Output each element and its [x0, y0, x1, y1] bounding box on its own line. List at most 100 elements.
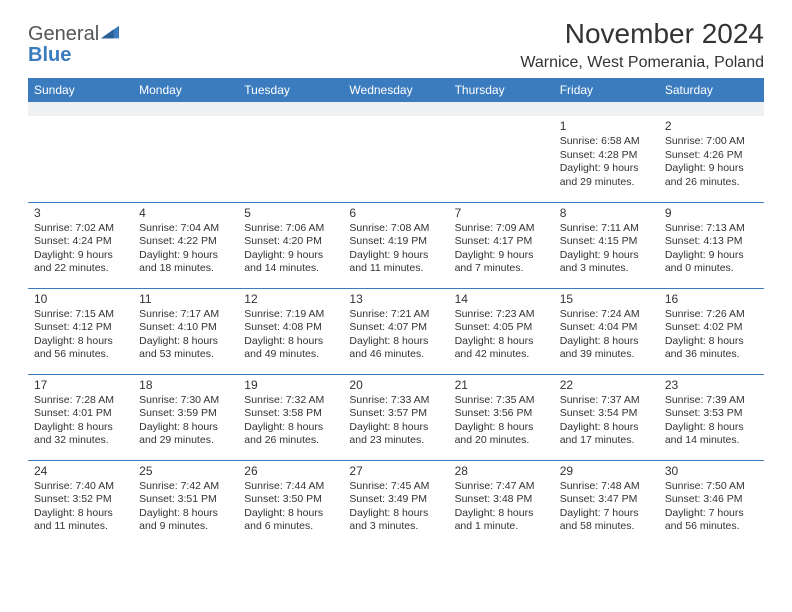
weekday-header: Friday	[554, 78, 659, 102]
daylight-line: Daylight: 9 hours and 0 minutes.	[665, 249, 758, 276]
sunrise-line: Sunrise: 7:19 AM	[244, 308, 337, 321]
sunset-line: Sunset: 3:50 PM	[244, 493, 337, 506]
daylight-line: Daylight: 8 hours and 9 minutes.	[139, 507, 232, 534]
daylight-line: Daylight: 9 hours and 7 minutes.	[455, 249, 548, 276]
calendar-empty-cell	[133, 116, 238, 202]
calendar-day-cell: 5Sunrise: 7:06 AMSunset: 4:20 PMDaylight…	[238, 202, 343, 288]
daylight-line: Daylight: 8 hours and 29 minutes.	[139, 421, 232, 448]
sunrise-line: Sunrise: 7:08 AM	[349, 222, 442, 235]
sunrise-line: Sunrise: 7:11 AM	[560, 222, 653, 235]
sunrise-line: Sunrise: 7:15 AM	[34, 308, 127, 321]
sunrise-line: Sunrise: 7:32 AM	[244, 394, 337, 407]
sunset-line: Sunset: 4:02 PM	[665, 321, 758, 334]
sunrise-line: Sunrise: 7:26 AM	[665, 308, 758, 321]
sunrise-line: Sunrise: 7:50 AM	[665, 480, 758, 493]
sunset-line: Sunset: 3:52 PM	[34, 493, 127, 506]
daylight-line: Daylight: 8 hours and 36 minutes.	[665, 335, 758, 362]
calendar-day-cell: 19Sunrise: 7:32 AMSunset: 3:58 PMDayligh…	[238, 374, 343, 460]
brand-logo: General Blue	[28, 18, 119, 66]
calendar-day-cell: 13Sunrise: 7:21 AMSunset: 4:07 PMDayligh…	[343, 288, 448, 374]
day-number: 23	[665, 378, 758, 393]
day-number: 17	[34, 378, 127, 393]
calendar-week-row: 17Sunrise: 7:28 AMSunset: 4:01 PMDayligh…	[28, 374, 764, 460]
calendar-week-row: 3Sunrise: 7:02 AMSunset: 4:24 PMDaylight…	[28, 202, 764, 288]
sunrise-line: Sunrise: 7:00 AM	[665, 135, 758, 148]
calendar-day-cell: 30Sunrise: 7:50 AMSunset: 3:46 PMDayligh…	[659, 460, 764, 546]
calendar-day-cell: 28Sunrise: 7:47 AMSunset: 3:48 PMDayligh…	[449, 460, 554, 546]
day-number: 22	[560, 378, 653, 393]
day-number: 24	[34, 464, 127, 479]
day-number: 30	[665, 464, 758, 479]
calendar-day-cell: 21Sunrise: 7:35 AMSunset: 3:56 PMDayligh…	[449, 374, 554, 460]
sunrise-line: Sunrise: 6:58 AM	[560, 135, 653, 148]
daylight-line: Daylight: 8 hours and 53 minutes.	[139, 335, 232, 362]
sunrise-line: Sunrise: 7:09 AM	[455, 222, 548, 235]
weekday-header: Thursday	[449, 78, 554, 102]
day-number: 12	[244, 292, 337, 307]
daylight-line: Daylight: 8 hours and 46 minutes.	[349, 335, 442, 362]
calendar-empty-cell	[343, 116, 448, 202]
sunset-line: Sunset: 4:19 PM	[349, 235, 442, 248]
sunrise-line: Sunrise: 7:44 AM	[244, 480, 337, 493]
calendar-day-cell: 15Sunrise: 7:24 AMSunset: 4:04 PMDayligh…	[554, 288, 659, 374]
calendar-day-cell: 8Sunrise: 7:11 AMSunset: 4:15 PMDaylight…	[554, 202, 659, 288]
day-number: 10	[34, 292, 127, 307]
weekday-header: Wednesday	[343, 78, 448, 102]
sunset-line: Sunset: 4:01 PM	[34, 407, 127, 420]
sunset-line: Sunset: 3:48 PM	[455, 493, 548, 506]
day-number: 15	[560, 292, 653, 307]
calendar-day-cell: 20Sunrise: 7:33 AMSunset: 3:57 PMDayligh…	[343, 374, 448, 460]
brand-line2: Blue	[28, 44, 71, 66]
day-number: 5	[244, 206, 337, 221]
daylight-line: Daylight: 8 hours and 56 minutes.	[34, 335, 127, 362]
calendar-day-cell: 26Sunrise: 7:44 AMSunset: 3:50 PMDayligh…	[238, 460, 343, 546]
daylight-line: Daylight: 8 hours and 3 minutes.	[349, 507, 442, 534]
sunset-line: Sunset: 3:58 PM	[244, 407, 337, 420]
sunrise-line: Sunrise: 7:33 AM	[349, 394, 442, 407]
calendar-day-cell: 3Sunrise: 7:02 AMSunset: 4:24 PMDaylight…	[28, 202, 133, 288]
sunset-line: Sunset: 3:56 PM	[455, 407, 548, 420]
calendar-day-cell: 16Sunrise: 7:26 AMSunset: 4:02 PMDayligh…	[659, 288, 764, 374]
calendar-day-cell: 22Sunrise: 7:37 AMSunset: 3:54 PMDayligh…	[554, 374, 659, 460]
sunrise-line: Sunrise: 7:24 AM	[560, 308, 653, 321]
sunset-line: Sunset: 3:51 PM	[139, 493, 232, 506]
sunrise-line: Sunrise: 7:47 AM	[455, 480, 548, 493]
daylight-line: Daylight: 8 hours and 42 minutes.	[455, 335, 548, 362]
calendar-day-cell: 6Sunrise: 7:08 AMSunset: 4:19 PMDaylight…	[343, 202, 448, 288]
sunset-line: Sunset: 4:26 PM	[665, 149, 758, 162]
calendar-day-cell: 11Sunrise: 7:17 AMSunset: 4:10 PMDayligh…	[133, 288, 238, 374]
daylight-line: Daylight: 7 hours and 58 minutes.	[560, 507, 653, 534]
weekday-header: Tuesday	[238, 78, 343, 102]
calendar-day-cell: 1Sunrise: 6:58 AMSunset: 4:28 PMDaylight…	[554, 116, 659, 202]
sunrise-line: Sunrise: 7:02 AM	[34, 222, 127, 235]
day-number: 8	[560, 206, 653, 221]
sunset-line: Sunset: 4:17 PM	[455, 235, 548, 248]
daylight-line: Daylight: 8 hours and 14 minutes.	[665, 421, 758, 448]
daylight-line: Daylight: 9 hours and 26 minutes.	[665, 162, 758, 189]
daylight-line: Daylight: 9 hours and 22 minutes.	[34, 249, 127, 276]
sunrise-line: Sunrise: 7:48 AM	[560, 480, 653, 493]
daylight-line: Daylight: 9 hours and 11 minutes.	[349, 249, 442, 276]
day-number: 19	[244, 378, 337, 393]
calendar-day-cell: 10Sunrise: 7:15 AMSunset: 4:12 PMDayligh…	[28, 288, 133, 374]
location-subtitle: Warnice, West Pomerania, Poland	[520, 54, 764, 72]
weekday-header-row: SundayMondayTuesdayWednesdayThursdayFrid…	[28, 78, 764, 102]
sunrise-line: Sunrise: 7:40 AM	[34, 480, 127, 493]
sunrise-line: Sunrise: 7:42 AM	[139, 480, 232, 493]
calendar-day-cell: 9Sunrise: 7:13 AMSunset: 4:13 PMDaylight…	[659, 202, 764, 288]
calendar-day-cell: 12Sunrise: 7:19 AMSunset: 4:08 PMDayligh…	[238, 288, 343, 374]
calendar-day-cell: 29Sunrise: 7:48 AMSunset: 3:47 PMDayligh…	[554, 460, 659, 546]
sunrise-line: Sunrise: 7:37 AM	[560, 394, 653, 407]
sunrise-line: Sunrise: 7:45 AM	[349, 480, 442, 493]
sunset-line: Sunset: 3:57 PM	[349, 407, 442, 420]
title-block: November 2024 Warnice, West Pomerania, P…	[520, 18, 764, 72]
day-number: 6	[349, 206, 442, 221]
sunset-line: Sunset: 4:22 PM	[139, 235, 232, 248]
calendar-day-cell: 25Sunrise: 7:42 AMSunset: 3:51 PMDayligh…	[133, 460, 238, 546]
calendar-day-cell: 17Sunrise: 7:28 AMSunset: 4:01 PMDayligh…	[28, 374, 133, 460]
calendar-day-cell: 24Sunrise: 7:40 AMSunset: 3:52 PMDayligh…	[28, 460, 133, 546]
sunset-line: Sunset: 4:04 PM	[560, 321, 653, 334]
day-number: 29	[560, 464, 653, 479]
calendar-table: SundayMondayTuesdayWednesdayThursdayFrid…	[28, 78, 764, 546]
calendar-week-row: 1Sunrise: 6:58 AMSunset: 4:28 PMDaylight…	[28, 116, 764, 202]
